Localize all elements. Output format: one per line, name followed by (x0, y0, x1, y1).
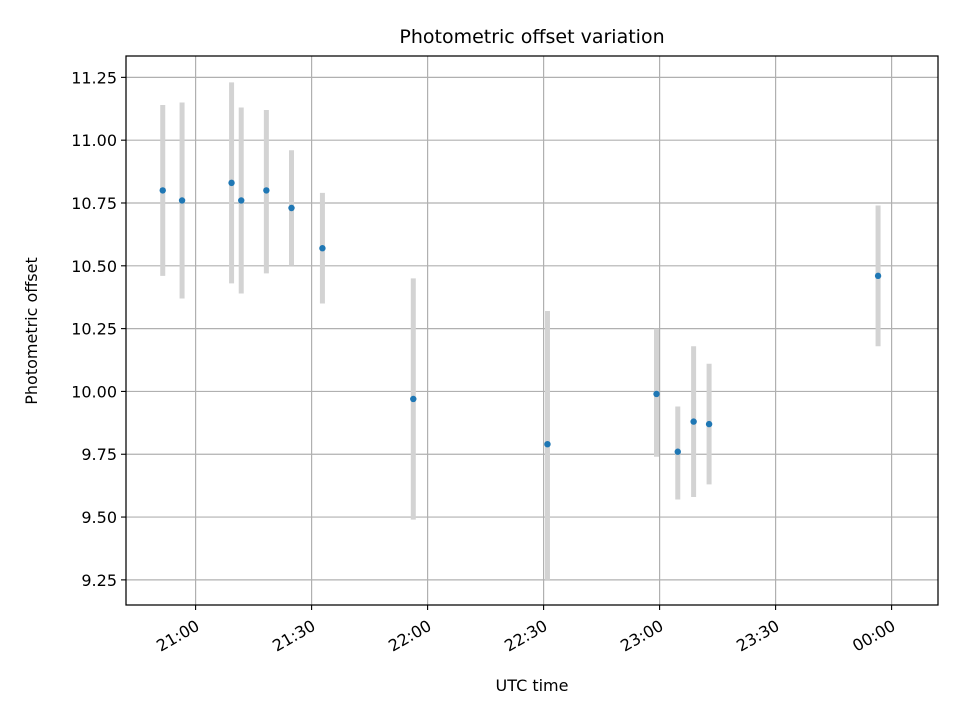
y-tick-label: 9.75 (81, 445, 117, 464)
data-point (706, 421, 712, 427)
data-point (263, 187, 269, 193)
data-point (179, 197, 185, 203)
y-tick-label: 10.25 (71, 320, 117, 339)
data-point (675, 449, 681, 455)
y-tick-label: 9.50 (81, 508, 117, 527)
figure-background (0, 0, 960, 720)
y-tick-label: 10.75 (71, 194, 117, 213)
y-axis-label: Photometric offset (22, 257, 41, 405)
y-tick-label: 11.25 (71, 68, 117, 87)
data-point (288, 205, 294, 211)
y-tick-label: 11.00 (71, 131, 117, 150)
data-point (875, 273, 881, 279)
data-point (653, 391, 659, 397)
y-tick-label: 10.50 (71, 257, 117, 276)
data-point (228, 180, 234, 186)
data-point (238, 197, 244, 203)
y-tick-label: 10.00 (71, 382, 117, 401)
x-axis-label: UTC time (496, 676, 569, 695)
chart: Photometric offset variation 21:00 21:30 2… (0, 0, 960, 720)
data-point (160, 187, 166, 193)
y-tick-label: 9.25 (81, 571, 117, 590)
data-point (690, 418, 696, 424)
data-point (544, 441, 550, 447)
data-point (319, 245, 325, 251)
chart-title: Photometric offset variation (399, 26, 664, 48)
data-point (410, 396, 416, 402)
